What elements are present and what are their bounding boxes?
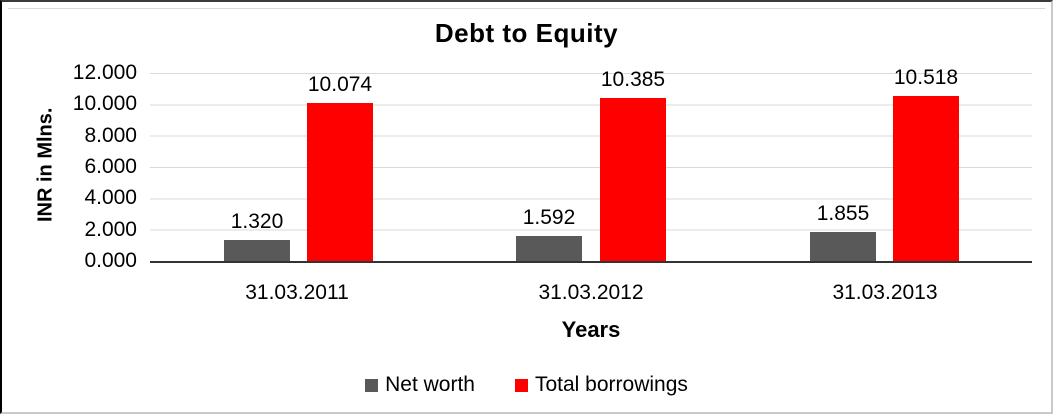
chart-frame-line [8,8,1045,9]
legend-label-net-worth: Net worth [385,373,475,396]
value-label-total-borrowings-2012: 10.385 [600,68,666,92]
y-tick-2000: 2.000 [84,217,137,241]
legend-label-total-borrowings: Total borrowings [534,373,688,396]
bar-total-borrowings-2012[interactable] [600,98,666,261]
chart-legend: Net worth Total borrowings [2,373,1051,397]
bar-total-borrowings-2011[interactable] [307,103,373,261]
y-tick-10000: 10.000 [72,92,137,116]
legend-item-total-borrowings[interactable]: Total borrowings [514,373,688,397]
value-label-net-worth-2013: 1.855 [816,201,870,225]
x-axis-category-labels: 31.03.2011 31.03.2012 31.03.2013 [150,281,1032,307]
y-tick-6000: 6.000 [84,155,137,178]
x-axis-title: Years [561,317,621,342]
legend-item-net-worth[interactable]: Net worth [365,373,475,397]
y-tick-4000: 4.000 [84,186,137,210]
chart-title: Debt to Equity [434,18,619,48]
bar-net-worth-2012[interactable] [516,236,582,261]
bar-net-worth-2013[interactable] [810,231,876,261]
x-label-2011: 31.03.2011 [245,281,349,304]
value-label-total-borrowings-2011: 10.074 [307,73,373,97]
bar-total-borrowings-2013[interactable] [893,96,959,261]
y-axis-tick-labels: 12.000 10.000 8.000 6.000 4.000 2.000 0.… [2,61,139,272]
net-worth-swatch-icon [365,378,379,392]
plot-area: 1.320 10.074 1.592 10.385 1.855 10.518 [150,66,1032,263]
total-borrowings-swatch-icon [514,378,528,392]
bar-net-worth-2011[interactable] [224,240,290,261]
x-label-2012: 31.03.2012 [538,281,644,304]
value-label-net-worth-2011: 1.320 [230,210,284,234]
y-tick-8000: 8.000 [84,123,137,147]
y-tick-0: 0.000 [84,249,137,272]
value-label-net-worth-2012: 1.592 [522,206,576,230]
value-label-total-borrowings-2013: 10.518 [893,66,959,90]
x-label-2013: 31.03.2013 [832,281,938,304]
y-tick-12000: 12.000 [72,61,137,84]
